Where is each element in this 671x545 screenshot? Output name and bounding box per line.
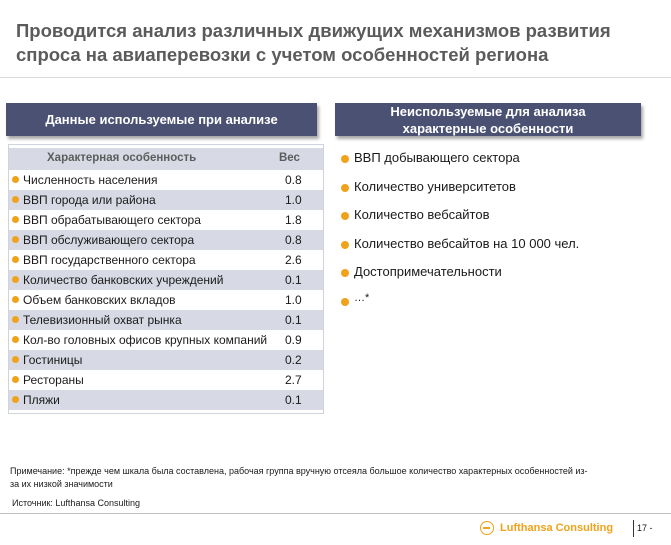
- column-header-feature: Характерная особенность: [47, 152, 197, 164]
- unused-features-header: Неиспользуемые для анализа характерные о…: [335, 103, 641, 136]
- weight-value: 0.8: [285, 233, 302, 247]
- feature-label: Количество банковских учреждений: [23, 273, 224, 287]
- table-row: Рестораны 2.7: [9, 370, 323, 390]
- table-row: Гостиницы 0.2: [9, 350, 323, 370]
- table-row: Объем банковских вкладов 1.0: [9, 290, 323, 310]
- used-data-header: Данные используемые при анализе: [6, 103, 317, 136]
- footnote: Примечание: *прежде чем шкала была соста…: [10, 466, 588, 489]
- bullet-icon: [12, 256, 19, 263]
- brand-name: Lufthansa Consulting: [500, 522, 614, 534]
- weight-value: 0.1: [285, 393, 302, 407]
- feature-label: ВВП города или района: [23, 193, 156, 207]
- list-item: Количество вебсайтов на 10 000 чел.: [338, 234, 658, 263]
- weight-value: 2.7: [285, 373, 302, 387]
- feature-label: ВВП государственного сектора: [23, 253, 196, 267]
- table-row: Численность населения 0.8: [9, 170, 323, 190]
- list-item: Количество вебсайтов: [338, 205, 658, 234]
- bullet-icon: [341, 183, 349, 192]
- list-item-label: Количество вебсайтов: [354, 207, 490, 222]
- table-row: Пляжи 0.1: [9, 390, 323, 410]
- feature-label: ВВП обрабатывающего сектора: [23, 213, 201, 227]
- list-item-label: Достопримечательности: [354, 264, 502, 279]
- table-row: Телевизионный охват рынка 0.1: [9, 310, 323, 330]
- list-item-label: ВВП добывающего сектора: [354, 150, 520, 165]
- brand-logo: Lufthansa Consulting: [480, 521, 613, 535]
- unused-header-line-1: Неиспользуемые для анализа: [390, 103, 586, 119]
- bullet-icon: [341, 297, 349, 306]
- bullet-icon: [12, 176, 19, 183]
- table-row: ВВП государственного сектора 2.6: [9, 250, 323, 270]
- table-row: ВВП города или района 1.0: [9, 190, 323, 210]
- bullet-icon: [341, 155, 349, 163]
- feature-label: Объем банковских вкладов: [23, 293, 176, 307]
- feature-label: Рестораны: [23, 373, 84, 387]
- feature-label: Телевизионный охват рынка: [23, 313, 182, 327]
- features-table: Характерная особенность Вес Численность …: [8, 144, 324, 414]
- table-row: Кол-во головных офисов крупных компаний 0…: [9, 330, 323, 350]
- page-title: Проводится анализ различных движущих мех…: [16, 19, 656, 67]
- table-row: ВВП обслуживающего сектора 0.8: [9, 230, 323, 250]
- bullet-icon: [341, 212, 349, 220]
- weight-value: 0.1: [285, 273, 302, 287]
- lufthansa-crane-icon: [480, 521, 494, 535]
- bullet-icon: [12, 316, 19, 323]
- bullet-icon: [12, 236, 19, 243]
- bullet-icon: [12, 276, 19, 283]
- list-item-label: Количество вебсайтов на 10 000 чел.: [354, 235, 580, 251]
- page-title-line-1: Проводится анализ различных движущих мех…: [16, 20, 611, 41]
- table-row: ВВП обрабатывающего сектора 1.8: [9, 210, 323, 230]
- weight-value: 0.9: [285, 333, 302, 347]
- page-number-divider: [633, 520, 634, 537]
- table-row: Количество банковских учреждений 0.1: [9, 270, 323, 290]
- feature-label: Гостиницы: [23, 353, 83, 367]
- bullet-icon: [12, 356, 19, 363]
- bullet-icon: [12, 296, 19, 303]
- source-note: Источник: Lufthansa Consulting: [12, 498, 140, 508]
- weight-value: 1.0: [285, 293, 302, 307]
- footer-divider: [0, 513, 671, 514]
- list-item: …*: [338, 291, 658, 320]
- list-item: Количество университетов: [338, 177, 658, 206]
- list-item-label: …*: [354, 291, 370, 304]
- bullet-icon: [12, 216, 19, 223]
- feature-label: Пляжи: [23, 393, 60, 407]
- page-title-line-2: спроса на авиаперевозки с учетом особенн…: [16, 44, 549, 65]
- list-item-label: Количество университетов: [354, 178, 516, 194]
- unused-features-list: ВВП добывающего сектора Количество униве…: [338, 148, 658, 319]
- table-header: Характерная особенность Вес: [9, 148, 323, 170]
- weight-value: 1.0: [285, 193, 302, 207]
- bullet-icon: [341, 269, 349, 277]
- title-divider: [0, 77, 671, 78]
- weight-value: 0.1: [285, 313, 302, 327]
- weight-value: 0.8: [285, 173, 302, 187]
- list-item: Достопримечательности: [338, 262, 658, 291]
- bullet-icon: [12, 196, 19, 203]
- feature-label: Численность населения: [23, 173, 158, 187]
- weight-value: 1.8: [285, 213, 302, 227]
- weight-value: 0.2: [285, 353, 302, 367]
- unused-header-line-2: характерные особенности: [402, 120, 574, 136]
- feature-label: Кол-во головных офисов крупных компаний: [23, 333, 268, 347]
- weight-value: 2.6: [285, 253, 302, 267]
- bullet-icon: [12, 336, 19, 343]
- bullet-icon: [12, 396, 19, 403]
- list-item: ВВП добывающего сектора: [338, 148, 658, 177]
- page-number: 17 -: [637, 523, 653, 533]
- feature-label: ВВП обслуживающего сектора: [23, 233, 195, 247]
- bullet-icon: [12, 376, 19, 383]
- column-header-weight: Вес: [279, 152, 300, 164]
- bullet-icon: [341, 240, 349, 249]
